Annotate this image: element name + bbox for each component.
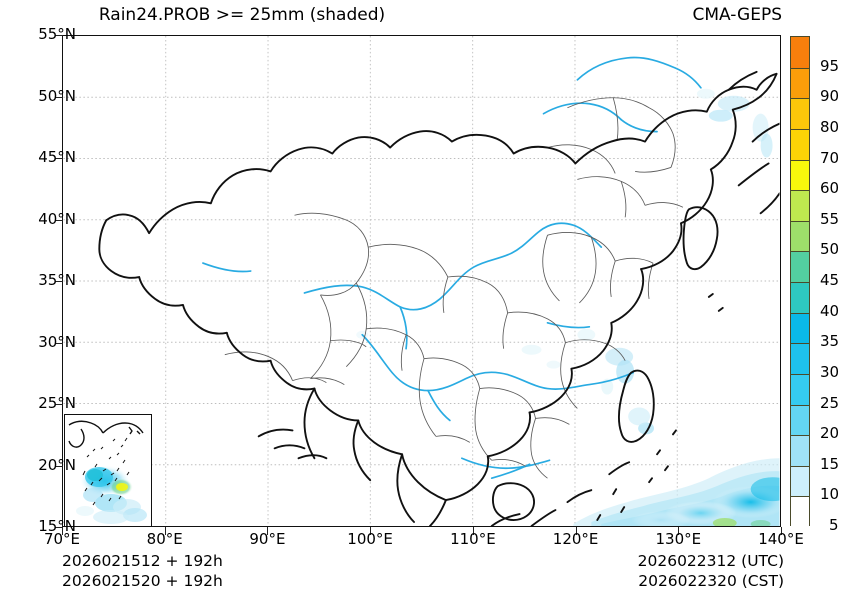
colorbar-band-60 — [791, 159, 809, 191]
y-tick-45 — [55, 158, 63, 159]
colorbar-label-40: 40 — [820, 301, 840, 320]
x-label-90: 90°E — [249, 530, 286, 548]
page-title: Rain24.PROB >= 25mm (shaded) — [98, 5, 386, 25]
colorbar-sep-10 — [791, 343, 809, 345]
x-tick-110 — [472, 527, 474, 535]
x-label-70: 70°E — [43, 530, 81, 548]
colorbar-sep-12 — [791, 404, 809, 406]
river-lines — [202, 56, 702, 480]
colorbar-sep-9 — [791, 312, 809, 314]
colorbar-sep-3 — [791, 128, 809, 130]
y-tick-25 — [55, 404, 63, 405]
x-tick-70 — [62, 527, 63, 535]
inset-canvas — [68, 420, 147, 524]
province-boundaries — [224, 97, 684, 479]
colorbar-sep-4 — [791, 159, 809, 161]
colorbar-band-45 — [791, 251, 809, 282]
colorbar-label-55: 55 — [820, 209, 840, 228]
y-tick-50 — [55, 96, 63, 98]
y-tick-40 — [55, 219, 63, 221]
x-tick-100 — [370, 527, 372, 535]
colorbar-band-90 — [791, 67, 809, 99]
colorbar-label-45: 45 — [820, 271, 840, 289]
colorbar-label-20: 20 — [820, 424, 840, 443]
y-label-45: 45°N — [38, 148, 76, 166]
colorbar-sep-7 — [791, 251, 809, 253]
colorbar-sep-1 — [791, 67, 809, 69]
colorbar-sep-2 — [791, 98, 809, 100]
colorbar-band-5 — [791, 496, 809, 527]
y-tick-55 — [55, 35, 63, 36]
map-canvas — [63, 36, 780, 526]
y-label-15: 15°N — [38, 517, 76, 535]
colorbar-label-35: 35 — [820, 332, 840, 351]
x-tick-130 — [678, 527, 680, 535]
colorbar-band-25 — [791, 373, 809, 405]
colorbar-label-10: 10 — [820, 485, 840, 504]
x-tick-90 — [267, 527, 269, 535]
colorbar-band-70 — [791, 128, 809, 160]
colorbar-label-25: 25 — [820, 393, 840, 412]
y-tick-15 — [55, 527, 63, 528]
x-label-110: 110°E — [450, 530, 496, 548]
y-label-25: 25°N — [38, 394, 76, 412]
y-tick-30 — [55, 342, 63, 344]
colorbar-label-30: 30 — [820, 362, 840, 381]
colorbar-band-20 — [791, 404, 809, 436]
y-label-50: 50°N — [38, 86, 76, 105]
colorbar-band-30 — [791, 343, 809, 374]
footer-init-time-utc: 2026021512 + 192h — [62, 552, 223, 570]
y-label-35: 35°N — [38, 271, 76, 289]
x-tick-120 — [575, 527, 577, 535]
national-boundary — [98, 70, 780, 526]
colorbar-label-80: 80 — [820, 117, 840, 136]
colorbar-sep-15 — [791, 496, 809, 498]
footer-valid-time-utc: 2026022312 (UTC) — [637, 552, 784, 570]
colorbar-label-5: 5 — [829, 516, 839, 534]
precip-shading — [356, 88, 780, 526]
colorbar-sep-5 — [791, 190, 809, 192]
gridlines — [63, 36, 780, 526]
x-tick-80 — [164, 527, 166, 535]
colorbar-sep-14 — [791, 465, 809, 467]
colorbar-band-10 — [791, 465, 809, 497]
colorbar-label-60: 60 — [820, 179, 840, 198]
colorbar — [790, 36, 810, 527]
x-label-100: 100°E — [347, 530, 393, 548]
map-plot-area — [62, 35, 781, 527]
model-label: CMA-GEPS — [692, 5, 782, 25]
colorbar-sep-13 — [791, 435, 809, 437]
colorbar-band-35 — [791, 312, 809, 344]
south-china-sea-inset — [64, 414, 152, 526]
colorbar-label-90: 90 — [820, 87, 840, 106]
colorbar-band-55 — [791, 190, 809, 221]
y-label-30: 30°N — [38, 332, 76, 351]
y-tick-20 — [55, 465, 63, 467]
colorbar-band-15 — [791, 435, 809, 466]
y-tick-35 — [55, 281, 63, 282]
colorbar-sep-6 — [791, 220, 809, 222]
y-label-55: 55°N — [38, 25, 76, 43]
x-label-130: 130°E — [655, 530, 702, 548]
x-tick-140 — [781, 527, 782, 535]
colorbar-band-50 — [791, 220, 809, 252]
y-label-20: 20°N — [38, 455, 76, 474]
colorbar-sep-8 — [791, 282, 809, 283]
y-label-40: 40°N — [38, 209, 76, 228]
x-label-120: 120°E — [552, 530, 599, 548]
x-label-80: 80°E — [146, 530, 183, 548]
x-label-140: 140°E — [758, 530, 804, 548]
colorbar-label-70: 70 — [820, 148, 840, 167]
colorbar-label-15: 15 — [820, 454, 840, 473]
colorbar-label-95: 95 — [820, 56, 840, 75]
footer-init-time-cst: 2026021520 + 192h — [62, 572, 223, 590]
colorbar-band-40 — [791, 282, 809, 313]
colorbar-band-95 — [791, 37, 809, 68]
colorbar-sep-11 — [791, 373, 809, 375]
colorbar-label-50: 50 — [820, 240, 840, 259]
footer-valid-time-cst: 2026022320 (CST) — [638, 572, 784, 590]
colorbar-band-80 — [791, 98, 809, 129]
